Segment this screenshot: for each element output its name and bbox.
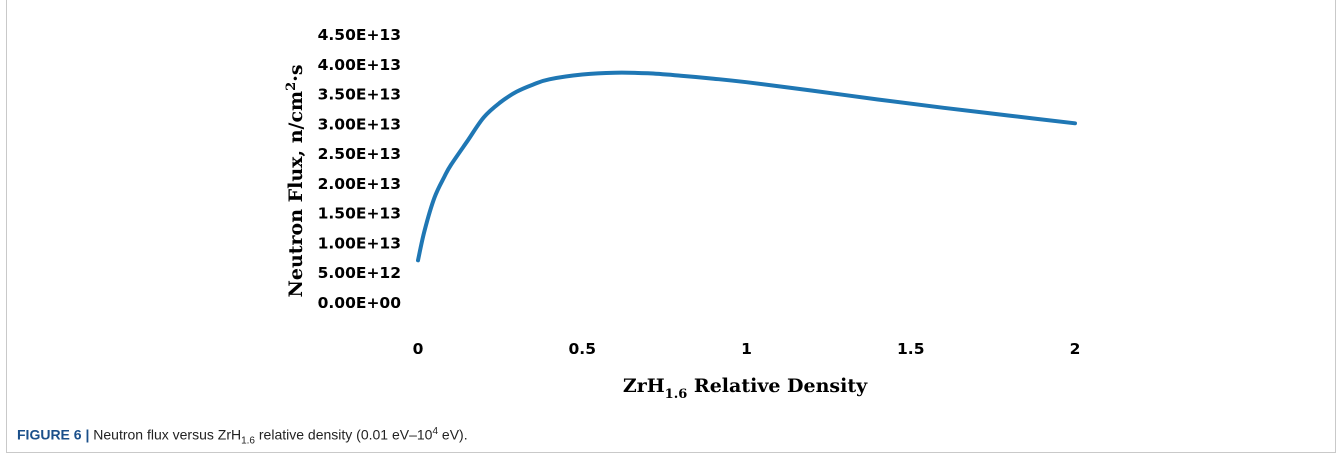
caption-text: Neutron flux versus ZrH [89, 426, 242, 443]
figure-frame [6, 0, 1336, 453]
x-tick-labels: 0 0.5 1 1.5 2 [413, 340, 1081, 358]
y-tick-label: 1.50E+13 [318, 205, 401, 223]
figure-caption: FIGURE 6 | Neutron flux versus ZrH1.6 re… [17, 426, 468, 446]
x-tick-label: 0.5 [569, 340, 596, 358]
y-tick-label: 3.00E+13 [318, 115, 401, 133]
line-chart: 0.00E+00 5.00E+12 1.00E+13 1.50E+13 2.00E+13… [284, 26, 1081, 402]
y-axis-title: Neutron Flux, n/cm2·s [284, 64, 307, 297]
y-tick-labels: 0.00E+00 5.00E+12 1.00E+13 1.50E+13 2.00E+13… [318, 26, 402, 312]
y-tick-label: 2.00E+13 [318, 175, 401, 193]
y-tick-label: 2.50E+13 [318, 145, 401, 163]
x-tick-label: 1.5 [897, 340, 924, 358]
y-tick-label: 4.00E+13 [318, 56, 401, 74]
caption-text-3: eV). [438, 426, 468, 443]
caption-superscript: 4 [432, 426, 439, 437]
x-tick-label: 1 [741, 340, 752, 358]
y-tick-label: 5.00E+12 [318, 264, 401, 282]
y-tick-label: 3.50E+13 [318, 86, 401, 104]
y-tick-label: 1.00E+13 [318, 234, 401, 252]
y-tick-label: 0.00E+00 [318, 294, 402, 312]
series-line [416, 70, 1077, 263]
x-axis-title: ZrH1.6 Relative Density [623, 375, 868, 402]
figure-label: FIGURE 6 | [17, 426, 90, 443]
caption-text-2: relative density (0.01 eV–10 [255, 426, 433, 443]
x-tick-label: 2 [1070, 340, 1081, 358]
x-tick-label: 0 [413, 340, 424, 358]
y-tick-label: 4.50E+13 [318, 26, 401, 44]
caption-subscript: 1.6 [241, 435, 255, 447]
